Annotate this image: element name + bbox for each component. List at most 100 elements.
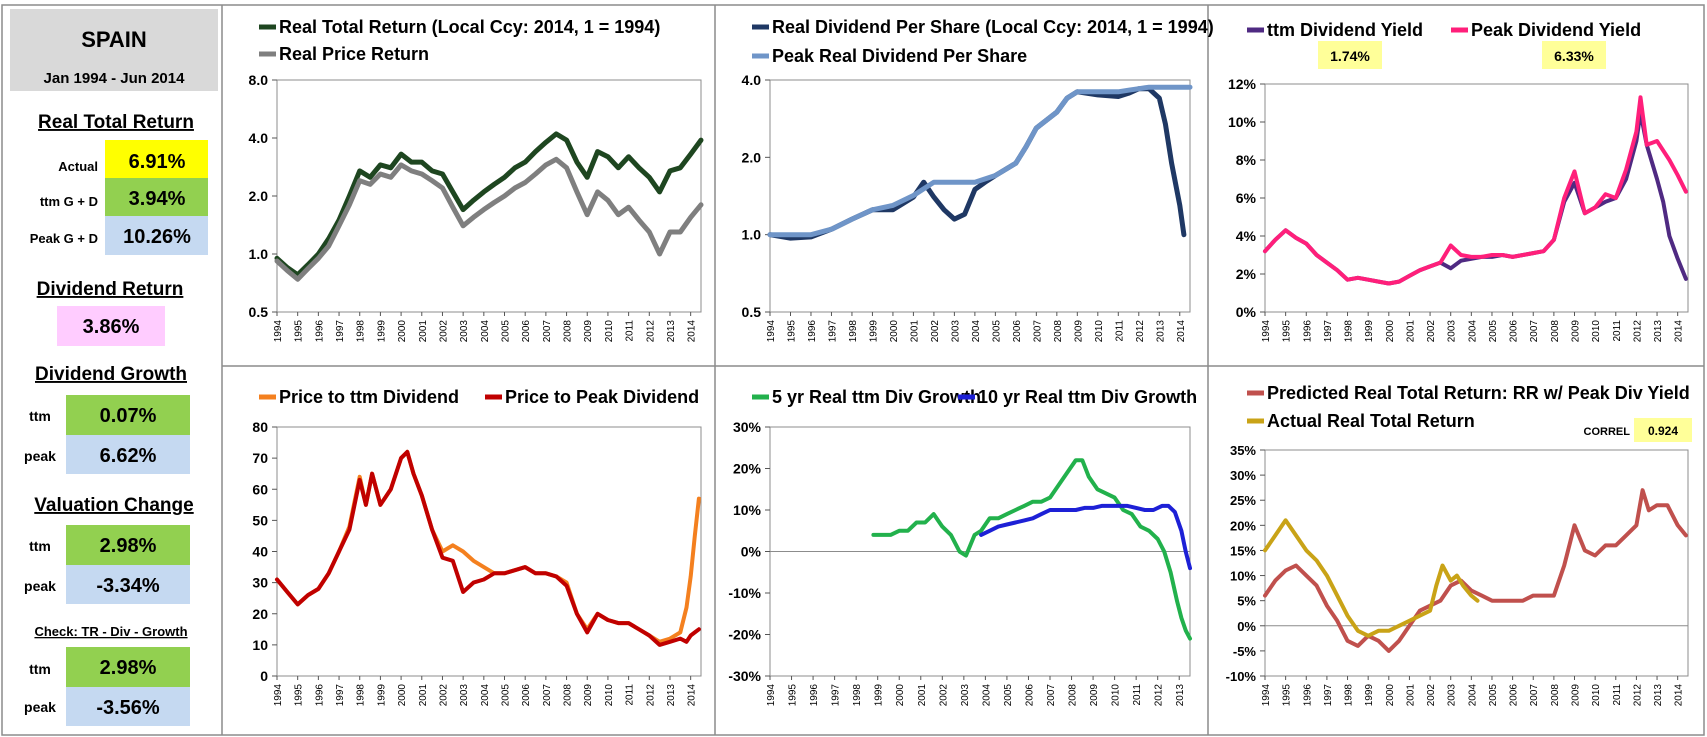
x-tick-label: 1997 bbox=[335, 320, 346, 343]
y-tick-label: 15% bbox=[1230, 543, 1256, 558]
y-tick-label: -10% bbox=[1226, 669, 1257, 684]
y-tick-label: 5% bbox=[1237, 594, 1256, 609]
legend-label: Real Dividend Per Share (Local Ccy: 2014… bbox=[772, 17, 1214, 37]
legend-label: Real Total Return (Local Ccy: 2014, 1 = … bbox=[279, 17, 660, 37]
x-tick-label: 2001 bbox=[418, 684, 429, 707]
dg-peak-value: 6.62% bbox=[100, 445, 157, 467]
series-line-1 bbox=[767, 84, 1193, 238]
legend-label: Price to Peak Dividend bbox=[505, 387, 699, 407]
x-tick-label: 2013 bbox=[1155, 320, 1166, 343]
check-heading: Check: TR - Div - Growth bbox=[34, 624, 187, 639]
x-tick-label: 2005 bbox=[501, 320, 512, 343]
predicted-vs-actual-return-chart: -10% -5% 0% 5% 10% 15% 20% 25% 30% 35% 1994 1995 199… bbox=[1226, 383, 1690, 706]
y-tick-label: 0.5 bbox=[249, 304, 269, 320]
legend-label: Price to ttm Dividend bbox=[279, 387, 459, 407]
check-ttm-label: ttm bbox=[29, 661, 51, 677]
rtr-ttm-box bbox=[105, 178, 208, 216]
x-tick-label: 1996 bbox=[1302, 684, 1313, 707]
x-tick-label: 1994 bbox=[766, 320, 777, 343]
x-tick-label: 2000 bbox=[1385, 320, 1396, 343]
valuation-change-heading: Valuation Change bbox=[34, 495, 193, 516]
x-tick-label: 1997 bbox=[1323, 320, 1334, 343]
y-tick-label: -20% bbox=[728, 627, 761, 643]
x-tick-label: 2010 bbox=[1111, 684, 1122, 707]
series-line-1 bbox=[1263, 518, 1480, 638]
x-tick-label: 2000 bbox=[1385, 684, 1396, 707]
x-tick-label: 1997 bbox=[831, 684, 842, 707]
x-tick-label: 2013 bbox=[1175, 684, 1186, 707]
x-tick-label: 2004 bbox=[971, 320, 982, 343]
y-tick-label: 10 bbox=[252, 637, 268, 653]
plot-area bbox=[769, 79, 1191, 313]
x-tick-label: 2011 bbox=[625, 320, 636, 342]
y-tick-label: 20 bbox=[252, 606, 268, 622]
x-tick-label: 1997 bbox=[827, 320, 838, 343]
y-tick-label: 12% bbox=[1228, 76, 1257, 92]
x-tick-label: 2006 bbox=[1012, 320, 1023, 343]
x-tick-label: 2008 bbox=[563, 320, 574, 343]
y-tick-label: -10% bbox=[728, 585, 761, 601]
y-tick-label: 80 bbox=[252, 419, 268, 435]
x-tick-label: 2002 bbox=[930, 320, 941, 343]
check-peak-label: peak bbox=[24, 699, 56, 715]
x-tick-label: 2006 bbox=[521, 320, 532, 343]
x-tick-label: 2001 bbox=[1405, 684, 1416, 707]
x-tick-label: 1999 bbox=[376, 320, 387, 343]
y-tick-label: 30 bbox=[252, 575, 268, 591]
x-tick-label: 2009 bbox=[1073, 320, 1084, 343]
x-tick-label: 2006 bbox=[1509, 320, 1520, 343]
check-ttm-box bbox=[66, 647, 190, 687]
plot-area bbox=[276, 426, 702, 677]
check-peak-box bbox=[66, 687, 190, 726]
x-tick-label: 2007 bbox=[1032, 320, 1043, 343]
rtr-actual-label: Actual bbox=[58, 159, 98, 174]
x-tick-label: 2001 bbox=[909, 320, 920, 343]
legend-label: Peak Real Dividend Per Share bbox=[772, 46, 1027, 66]
x-tick-label: 2003 bbox=[459, 684, 470, 707]
x-tick-label: 2014 bbox=[1176, 320, 1187, 343]
y-tick-label: 0.5 bbox=[742, 304, 762, 320]
x-tick-label: 2014 bbox=[687, 684, 698, 707]
x-tick-label: 2012 bbox=[1135, 320, 1146, 343]
x-tick-label: 1998 bbox=[1344, 684, 1355, 707]
x-tick-label: 2013 bbox=[666, 684, 677, 707]
peak-yield-callout: 6.33% bbox=[1554, 48, 1594, 64]
rtr-peak-box bbox=[105, 216, 208, 255]
dg-ttm-value: 0.07% bbox=[100, 405, 157, 427]
x-tick-label: 1998 bbox=[356, 320, 367, 343]
date-range: Jan 1994 - Jun 2014 bbox=[44, 70, 186, 87]
rtr-actual-box bbox=[105, 140, 208, 178]
correl-value: 0.924 bbox=[1648, 424, 1678, 438]
x-tick-label: 2005 bbox=[1003, 684, 1014, 707]
y-tick-label: 10% bbox=[1228, 114, 1257, 130]
vc-peak-value: -3.34% bbox=[96, 575, 160, 597]
rtr-peak-value: 10.26% bbox=[123, 226, 191, 248]
x-tick-label: 2007 bbox=[1529, 684, 1540, 707]
rtr-peak-label: Peak G + D bbox=[30, 231, 98, 246]
vc-ttm-value: 2.98% bbox=[100, 535, 157, 557]
rtr-ttm-label: ttm G + D bbox=[40, 194, 98, 209]
x-tick-label: 1996 bbox=[1302, 320, 1313, 343]
x-tick-label: 2008 bbox=[563, 684, 574, 707]
correl-label: CORREL bbox=[1584, 426, 1631, 438]
country-title: SPAIN bbox=[81, 27, 147, 52]
y-tick-label: 4.0 bbox=[249, 130, 269, 146]
y-tick-label: 20% bbox=[733, 461, 762, 477]
series-line-0 bbox=[871, 458, 1192, 641]
x-tick-label: 2010 bbox=[1591, 320, 1602, 343]
legend-label: Real Price Return bbox=[279, 44, 429, 64]
x-tick-label: 2002 bbox=[438, 684, 449, 707]
legend-label: 5 yr Real ttm Div Growth bbox=[772, 387, 981, 407]
x-tick-label: 2005 bbox=[501, 684, 512, 707]
y-tick-label: 25% bbox=[1230, 493, 1256, 508]
x-tick-label: 1999 bbox=[376, 684, 387, 707]
x-tick-label: 2006 bbox=[1509, 684, 1520, 707]
x-tick-label: 1996 bbox=[314, 684, 325, 707]
x-tick-label: 1996 bbox=[807, 320, 818, 343]
ttm-yield-callout-box bbox=[1318, 41, 1382, 69]
x-tick-label: 2005 bbox=[991, 320, 1002, 343]
x-tick-label: 2000 bbox=[895, 684, 906, 707]
x-tick-label: 2010 bbox=[1591, 684, 1602, 707]
dividend-yield-chart: 0% 2% 4% 6% 8% 10% 12% 1994 1995 1996 1997 1998 1999… bbox=[1228, 20, 1689, 343]
